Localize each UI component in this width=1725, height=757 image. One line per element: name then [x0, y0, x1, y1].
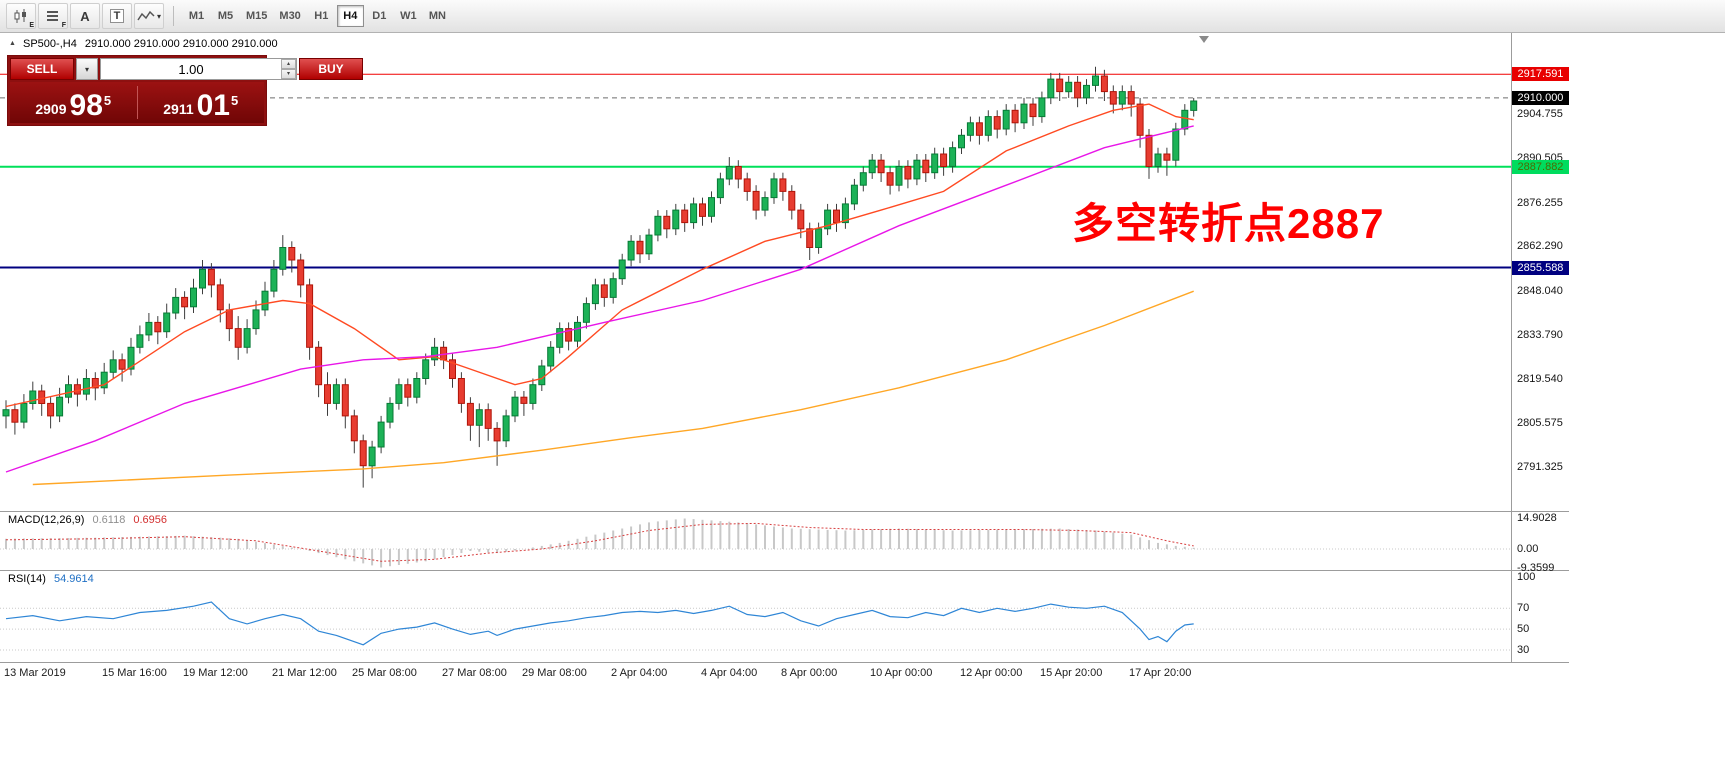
volume-input[interactable]: [101, 59, 281, 79]
ohlc-values: 2910.000 2910.000 2910.000 2910.000: [84, 38, 278, 50]
zigzag-icon: [137, 9, 155, 24]
indicator-tool-button[interactable]: ▾: [134, 3, 164, 29]
candlestick-icon: [13, 8, 29, 24]
sell-price-main: 2909: [35, 101, 67, 117]
chart-ohlc-header: ▲ SP500-,H4 2910.000 2910.000 2910.000 2…: [9, 38, 283, 50]
bars-icon: [45, 9, 61, 24]
candlestick-series: [2, 66, 1198, 488]
price-divider: [136, 86, 138, 119]
volume-spinner: ▴ ▾: [281, 59, 296, 79]
rsi-line: [5, 601, 1194, 646]
top-toolbar: E F A T ▾ M1 M5 M15 M30 H1 H4 D1 W1 MN: [0, 0, 1725, 33]
timeframe-button-m15[interactable]: M15: [246, 10, 268, 22]
macd-signal-value: 0.6956: [133, 514, 168, 526]
chevron-down-icon: ▾: [84, 64, 89, 74]
buy-button[interactable]: BUY: [299, 58, 363, 80]
macd-histogram: [5, 518, 1195, 568]
volume-decrease-button[interactable]: ▾: [281, 69, 296, 79]
tool-sub-label: E: [29, 22, 34, 29]
ma-line-medium: [5, 125, 1194, 473]
timeframe-button-w1[interactable]: W1: [400, 10, 417, 22]
rsi-name: RSI(14): [8, 573, 46, 585]
timeframe-button-d1[interactable]: D1: [372, 10, 387, 22]
chart-style-button[interactable]: E: [6, 3, 36, 29]
volume-increase-button[interactable]: ▴: [281, 59, 296, 69]
ma-line-slow: [32, 290, 1194, 486]
one-click-trade-panel: SELL ▾ ▴ ▾ BUY 2909 98 5 2911 01: [8, 56, 363, 125]
timeframe-buttons: M1 M5 M15 M30 H1 H4 D1 W1 MN: [183, 5, 451, 27]
buy-price-big: 01: [196, 89, 230, 122]
macd-indicator-label: MACD(12,26,9) 0.6118 0.6956: [8, 514, 167, 526]
timeframe-button-m5[interactable]: M5: [217, 10, 234, 22]
letter-t-icon: T: [109, 9, 125, 23]
tool-buttons: E F A T ▾: [6, 3, 164, 29]
timeframe-button-m1[interactable]: M1: [188, 10, 205, 22]
sell-button[interactable]: SELL: [10, 58, 74, 80]
symbol-period-label: SP500-,H4: [23, 38, 77, 50]
rsi-value: 54.9614: [53, 573, 94, 585]
volume-field-wrap: ▴ ▾: [100, 58, 297, 80]
letter-a-icon: A: [80, 8, 90, 24]
rsi-indicator-label: RSI(14) 54.9614: [8, 573, 94, 585]
chevron-down-icon: ▾: [156, 11, 161, 21]
buy-price-sup: 5: [231, 93, 239, 108]
timeframe-button-mn[interactable]: MN: [428, 10, 446, 22]
sell-price-sup: 5: [103, 93, 112, 108]
timeframe-button-h4[interactable]: H4: [336, 5, 364, 27]
ma-line-fast: [5, 103, 1194, 408]
macd-signal-line: [5, 522, 1194, 562]
toolbar-separator: [173, 6, 174, 26]
text-tool-button[interactable]: T: [102, 3, 132, 29]
sell-price[interactable]: 2909 98 5: [10, 82, 137, 123]
timeframe-button-m30[interactable]: M30: [279, 10, 301, 22]
sell-price-big: 98: [69, 89, 103, 122]
chart-shift-marker-icon: [1199, 36, 1209, 43]
collapse-arrow-icon[interactable]: ▲: [9, 40, 16, 47]
macd-name: MACD(12,26,9): [8, 514, 85, 526]
volume-dropdown-button[interactable]: ▾: [76, 58, 98, 80]
font-tool-button[interactable]: A: [70, 3, 100, 29]
macd-main-value: 0.6118: [92, 514, 126, 526]
chart-templates-button[interactable]: F: [38, 3, 68, 29]
tool-sub-label: F: [61, 22, 66, 29]
timeframe-button-h1[interactable]: H1: [314, 10, 329, 22]
chart-text-annotation: 多空转折点2887: [1072, 200, 1385, 247]
buy-price[interactable]: 2911 01 5: [138, 82, 265, 123]
buy-price-main: 2911: [163, 101, 194, 117]
